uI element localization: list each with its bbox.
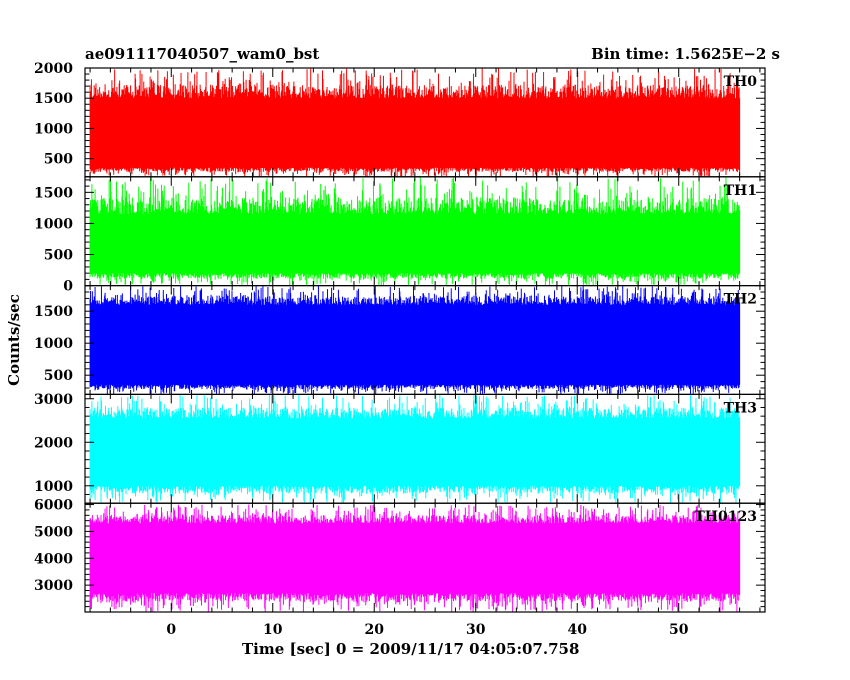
series-th2-band [90, 314, 740, 376]
y-tick-label: 2000 [34, 61, 73, 77]
y-tick-label: 2000 [34, 435, 73, 451]
x-tick-label: 30 [466, 622, 486, 638]
bin-time-label: Bin time: 1.5625E−2 s [591, 45, 780, 63]
panel-label-th0123: TH0123 [694, 509, 757, 525]
panel-label-th0: TH0 [724, 74, 758, 90]
y-tick-label: 500 [44, 152, 73, 168]
y-tick-label: 0 [63, 279, 73, 295]
y-tick-label: 3000 [34, 578, 73, 594]
y-tick-label: 1000 [34, 121, 73, 137]
series-th1-band [90, 221, 740, 267]
y-tick-label: 500 [44, 248, 73, 264]
panel-label-th1: TH1 [724, 183, 757, 199]
chart-title: ae091117040507_wam0_bst [85, 45, 320, 63]
y-tick-label: 1500 [34, 304, 73, 320]
y-tick-label: 1000 [34, 336, 73, 352]
y-tick-label: 1000 [34, 479, 73, 495]
series-th3-band [90, 426, 740, 478]
y-tick-label: 1000 [34, 216, 73, 232]
y-tick-label: 6000 [34, 498, 73, 514]
series-th0-band [90, 106, 740, 160]
x-tick-label: 10 [263, 622, 283, 638]
x-axis-label: Time [sec] 0 = 2009/11/17 04:05:07.758 [242, 640, 580, 658]
x-tick-label: 0 [166, 622, 176, 638]
x-tick-label: 50 [669, 622, 689, 638]
y-tick-label: 500 [44, 368, 73, 384]
panel-label-th2: TH2 [724, 292, 757, 308]
panel-label-th3: TH3 [724, 400, 757, 416]
series-th0123-band [90, 531, 740, 585]
y-tick-label: 1500 [34, 185, 73, 201]
y-tick-label: 3000 [34, 392, 73, 408]
x-tick-label: 20 [365, 622, 385, 638]
y-tick-label: 5000 [34, 524, 73, 540]
y-tick-label: 4000 [34, 551, 73, 567]
panel-frame-th0123 [84, 502, 766, 613]
x-tick-label: 40 [567, 622, 587, 638]
y-tick-label: 1500 [34, 91, 73, 107]
